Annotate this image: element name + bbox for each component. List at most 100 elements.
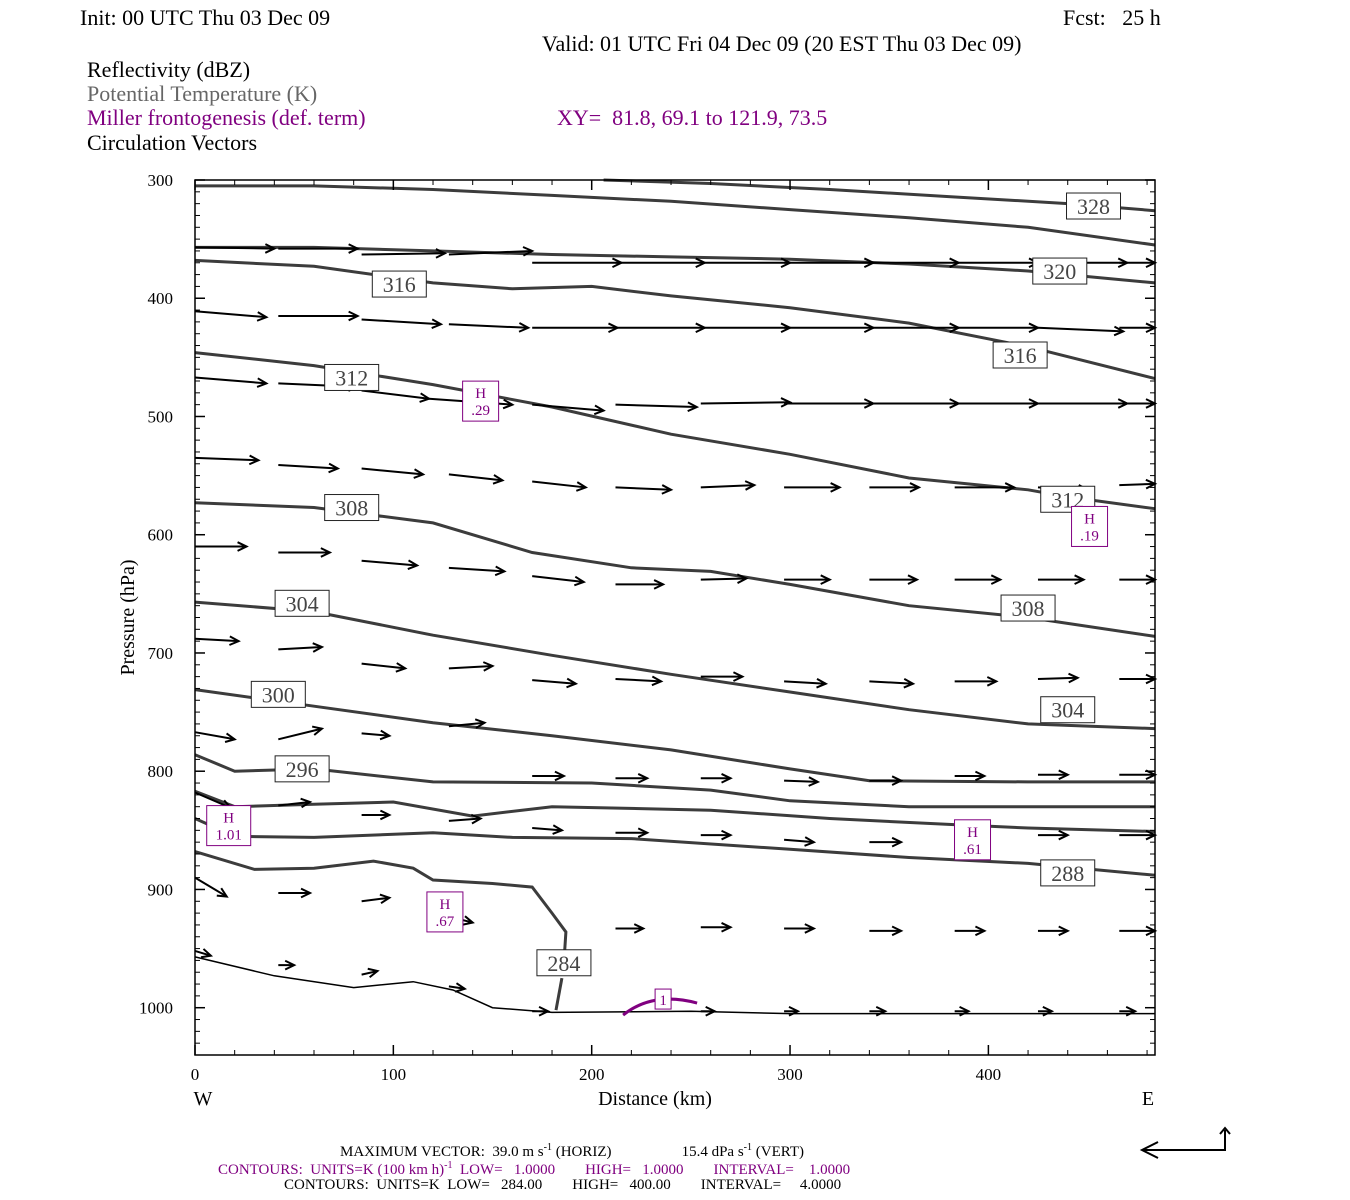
svg-text:296: 296 <box>286 757 319 782</box>
svg-text:1: 1 <box>659 993 667 1009</box>
svg-text:316: 316 <box>1004 343 1037 368</box>
circulation-vector <box>532 1005 551 1017</box>
theta-contour <box>194 688 1155 784</box>
west-label: W <box>194 1088 213 1110</box>
svg-text:300: 300 <box>262 682 295 707</box>
field-theta: Potential Temperature (K) <box>87 81 318 106</box>
circulation-vector <box>615 401 700 413</box>
circulation-vector <box>869 775 904 786</box>
circulation-vector <box>532 403 606 416</box>
circulation-vector <box>361 809 392 821</box>
circulation-vector <box>195 541 249 552</box>
circulation-vector <box>954 925 987 937</box>
circulation-vector <box>869 1005 888 1017</box>
theta-contour-label: 316 <box>371 270 427 298</box>
theta-contour-label: 300 <box>250 680 306 708</box>
circulation-vector <box>448 982 468 993</box>
circulation-vector <box>700 922 733 933</box>
theta-contour-label: 296 <box>274 755 330 783</box>
theta-contour-label: 316 <box>992 341 1048 369</box>
circulation-vector <box>448 565 507 577</box>
circulation-vector <box>615 484 674 495</box>
x-tick-label: 200 <box>579 1065 605 1084</box>
y-tick-label: 700 <box>148 644 174 663</box>
circulation-vector <box>532 824 565 835</box>
surface-line <box>194 956 1155 1015</box>
frontogenesis-maximum: H.29 <box>462 380 500 422</box>
circulation-vector <box>784 398 876 409</box>
contours-frontogenesis-text: CONTOURS: UNITS=K (100 km h)-1 LOW= 1.00… <box>218 1160 851 1178</box>
circulation-vector <box>1037 574 1086 585</box>
svg-text:H: H <box>967 825 978 841</box>
circulation-vector <box>194 876 229 898</box>
circulation-vector <box>361 893 392 905</box>
circulation-vector <box>532 770 567 782</box>
theta-contour-label: 284 <box>536 949 592 977</box>
circulation-vector <box>784 836 817 847</box>
theta-contour-label: 312 <box>1040 485 1096 513</box>
circulation-vector <box>615 257 708 269</box>
circulation-vector <box>1037 769 1071 781</box>
theta-contour <box>554 977 564 1011</box>
x-tick-label: 300 <box>777 1065 803 1084</box>
circulation-vector <box>278 797 313 809</box>
circulation-vector <box>954 257 1041 269</box>
circulation-vector <box>1119 925 1158 937</box>
y-tick-label: 600 <box>148 526 174 545</box>
circulation-vector <box>784 482 842 493</box>
circulation-vector <box>869 574 920 585</box>
circulation-vector <box>532 575 587 587</box>
frontogenesis-maximum: H.19 <box>1071 505 1109 547</box>
y-tick-label: 300 <box>148 171 174 190</box>
circulation-vector <box>954 676 999 687</box>
svg-text:312: 312 <box>335 365 368 390</box>
circulation-vector <box>361 729 392 741</box>
circulation-vector <box>361 248 448 259</box>
circulation-vector <box>194 948 214 959</box>
svg-text:H: H <box>439 897 450 913</box>
circulation-vector <box>278 243 360 254</box>
circulation-vector <box>361 318 444 329</box>
circulation-vector <box>615 322 708 334</box>
circulation-vector <box>361 662 408 673</box>
circulation-vector <box>1119 673 1158 685</box>
circulation-vector <box>1037 1005 1055 1017</box>
svg-text:.61: .61 <box>963 842 982 858</box>
frontogenesis-maximum: H.61 <box>954 819 992 861</box>
svg-text:H: H <box>223 811 234 827</box>
svg-text:H: H <box>1084 511 1095 527</box>
svg-text:308: 308 <box>1012 596 1045 621</box>
circulation-vector <box>700 829 733 841</box>
valid-time: Valid: 01 UTC Fri 04 Dec 09 (20 EST Thu … <box>542 31 1022 56</box>
circulation-vector <box>532 480 589 492</box>
circulation-vector <box>1119 1005 1138 1017</box>
circulation-vector <box>1037 829 1071 841</box>
circulation-vector <box>869 398 961 409</box>
theta-contour-label: 308 <box>324 494 380 522</box>
svg-text:304: 304 <box>286 591 319 616</box>
circulation-vector <box>1119 257 1158 269</box>
theta-contour <box>194 850 568 963</box>
reference-vector-icon <box>1139 1126 1231 1159</box>
circulation-vector <box>532 322 620 334</box>
contours-theta-text: CONTOURS: UNITS=K LOW= 284.00 HIGH= 400.… <box>284 1177 842 1193</box>
circulation-vector <box>448 661 495 672</box>
circulation-vector <box>954 482 1017 493</box>
circulation-vector <box>194 310 269 322</box>
svg-text:H: H <box>475 386 486 402</box>
field-reflectivity: Reflectivity (dBZ) <box>87 57 251 82</box>
x-tick-label: 400 <box>976 1065 1002 1084</box>
circulation-vector <box>1119 322 1158 334</box>
circulation-vector <box>700 322 793 334</box>
circulation-vector <box>954 322 1041 334</box>
frontogenesis-maximum: H.67 <box>426 891 464 933</box>
theta-contour-label: 328 <box>1066 192 1122 220</box>
circulation-vector <box>194 454 261 466</box>
svg-text:284: 284 <box>547 951 580 976</box>
theta-contour-label: 320 <box>1032 257 1088 285</box>
circulation-vector <box>278 642 325 653</box>
y-axis-label: Pressure (hPa) <box>117 559 139 675</box>
circulation-vector <box>1119 574 1158 585</box>
circulation-vector <box>532 677 579 689</box>
svg-text:304: 304 <box>1051 698 1084 723</box>
